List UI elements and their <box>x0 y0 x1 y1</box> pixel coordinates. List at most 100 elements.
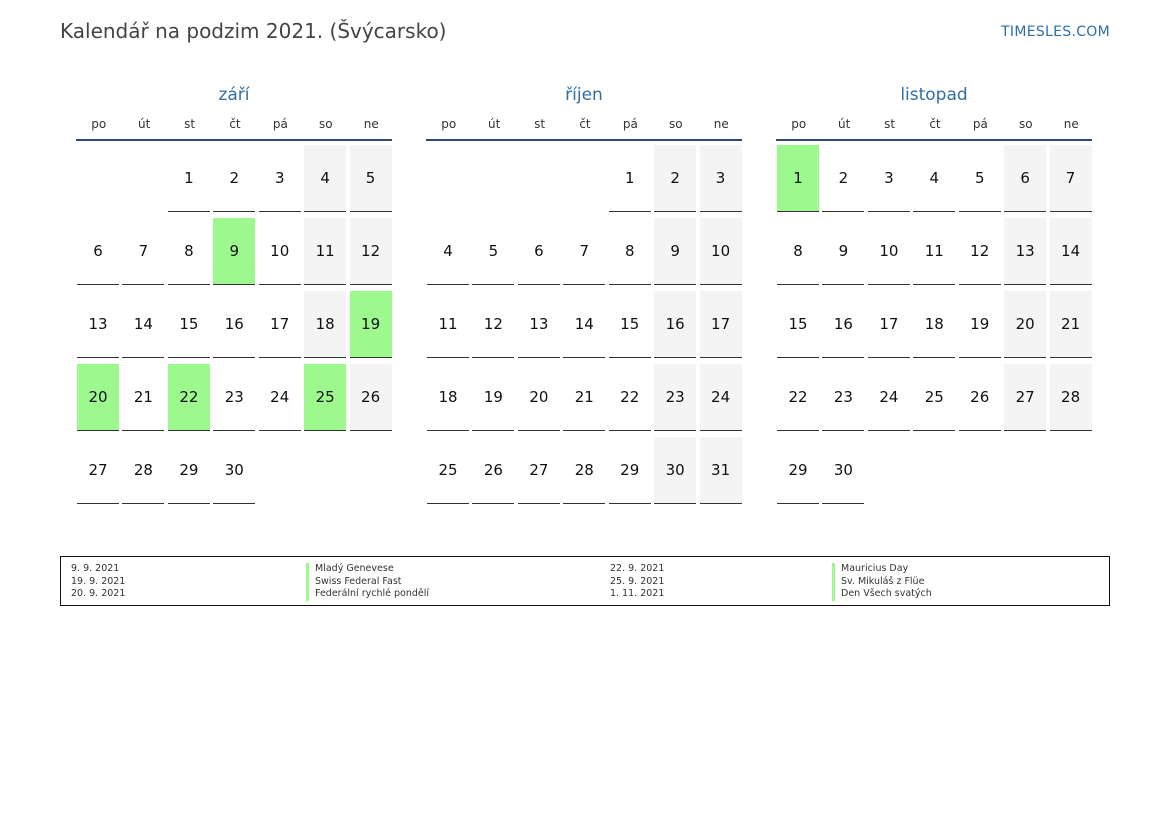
day-cell: 19 <box>472 364 515 431</box>
holiday-day-cell: 19 <box>349 291 392 358</box>
day-cell: 5 <box>958 145 1001 212</box>
legend-date: 9. 9. 2021 <box>71 563 120 574</box>
weekday-label: út <box>487 117 501 131</box>
day-cell: 8 <box>777 218 819 285</box>
day-cell: 6 <box>1004 145 1047 212</box>
day-cell: 11 <box>427 291 469 358</box>
month-name: září <box>218 85 250 105</box>
day-cell: 17 <box>867 291 910 358</box>
day-cell: 24 <box>867 364 910 431</box>
day-cell: 3 <box>699 145 742 212</box>
month-name: říjen <box>565 85 603 105</box>
day-cell: 4 <box>913 145 956 212</box>
day-cell: 18 <box>913 291 956 358</box>
day-cell: 17 <box>699 291 742 358</box>
day-cell: 20 <box>517 364 560 431</box>
weekday-label: ne <box>713 117 729 131</box>
weekday-label: st <box>884 117 896 131</box>
weekday-label: so <box>669 117 683 131</box>
day-cell: 4 <box>304 145 347 212</box>
day-cell: 30 <box>654 437 697 504</box>
page-title: Kalendář na podzim 2021. (Švýcarsko) <box>60 19 447 43</box>
day-cell: 23 <box>822 364 865 431</box>
legend-holiday-name: Federální rychlé pondělí <box>306 588 429 601</box>
weekday-header: po út st čt pá so ne <box>776 116 1092 141</box>
day-cell: 8 <box>167 218 210 285</box>
weekday-label: st <box>184 117 196 131</box>
day-cell: 19 <box>958 291 1001 358</box>
holiday-day-cell: 20 <box>77 364 119 431</box>
day-cell: 17 <box>258 291 301 358</box>
month-calendar: září po út st čt pá so ne 1 2 3 4 5 6 7 8 9 10 11 12 13 14 1… <box>76 84 392 504</box>
weekday-label: st <box>534 117 546 131</box>
day-cell: 26 <box>349 364 392 431</box>
legend-holiday-name: Sv. Mikuláš z Flüe <box>832 575 932 589</box>
day-cell: 2 <box>213 145 256 212</box>
day-cell: 25 <box>913 364 956 431</box>
holiday-day-cell: 25 <box>304 364 347 431</box>
weekday-header: po út st čt pá so ne <box>426 116 742 141</box>
day-cell: 20 <box>1004 291 1047 358</box>
day-cell: 10 <box>699 218 742 285</box>
holiday-day-cell: 22 <box>167 364 210 431</box>
day-cell: 27 <box>517 437 560 504</box>
day-cell: 27 <box>1004 364 1047 431</box>
day-cell: 26 <box>472 437 515 504</box>
day-cell: 15 <box>777 291 819 358</box>
day-cell: 16 <box>654 291 697 358</box>
day-cell: 15 <box>167 291 210 358</box>
day-cell: 28 <box>563 437 606 504</box>
day-cell: 13 <box>1004 218 1047 285</box>
day-cell: 12 <box>349 218 392 285</box>
day-cell: 30 <box>822 437 865 504</box>
day-cell: 21 <box>1049 291 1092 358</box>
weekday-label: čt <box>229 117 241 131</box>
day-cell: 1 <box>608 145 651 212</box>
day-cell: 1 <box>167 145 210 212</box>
day-cell: 29 <box>608 437 651 504</box>
weekday-label: pá <box>622 117 638 131</box>
day-cell: 14 <box>1049 218 1092 285</box>
day-cell: 22 <box>608 364 651 431</box>
day-cell: 27 <box>77 437 119 504</box>
day-cell: 26 <box>958 364 1001 431</box>
day-cell: 16 <box>213 291 256 358</box>
day-cell: 21 <box>122 364 165 431</box>
weekday-label: út <box>837 117 851 131</box>
day-cell: 5 <box>472 218 515 285</box>
brand-link[interactable]: TIMESLES.COM <box>1001 24 1110 40</box>
day-cell: 2 <box>822 145 865 212</box>
day-cell: 21 <box>563 364 606 431</box>
day-cell: 29 <box>777 437 819 504</box>
holiday-day-cell: 9 <box>213 218 256 285</box>
day-cell: 22 <box>777 364 819 431</box>
day-cell: 6 <box>77 218 119 285</box>
weekday-header: po út st čt pá so ne <box>76 116 392 141</box>
weekday-label: ne <box>363 117 379 131</box>
weekday-label: ne <box>1063 117 1079 131</box>
day-cell: 10 <box>867 218 910 285</box>
day-cell: 30 <box>213 437 256 504</box>
day-cell: 14 <box>563 291 606 358</box>
day-cell: 23 <box>213 364 256 431</box>
day-cell: 18 <box>427 364 469 431</box>
day-cell: 16 <box>822 291 865 358</box>
day-cell: 13 <box>77 291 119 358</box>
holiday-day-cell: 1 <box>777 145 819 212</box>
weekday-label: čt <box>579 117 591 131</box>
day-cell: 29 <box>167 437 210 504</box>
weekday-label: so <box>1019 117 1033 131</box>
weekday-label: út <box>137 117 151 131</box>
legend-date: 20. 9. 2021 <box>71 588 126 600</box>
day-cell: 3 <box>258 145 301 212</box>
legend-date: 25. 9. 2021 <box>610 575 665 587</box>
day-cell: 7 <box>122 218 165 285</box>
day-cell: 28 <box>122 437 165 504</box>
day-cell: 15 <box>608 291 651 358</box>
legend-holiday-name: Mladý Genevese <box>306 563 429 576</box>
day-cell: 25 <box>427 437 469 504</box>
day-cell: 12 <box>958 218 1001 285</box>
weekday-label: so <box>319 117 333 131</box>
day-cell: 10 <box>258 218 301 285</box>
day-cell: 18 <box>304 291 347 358</box>
